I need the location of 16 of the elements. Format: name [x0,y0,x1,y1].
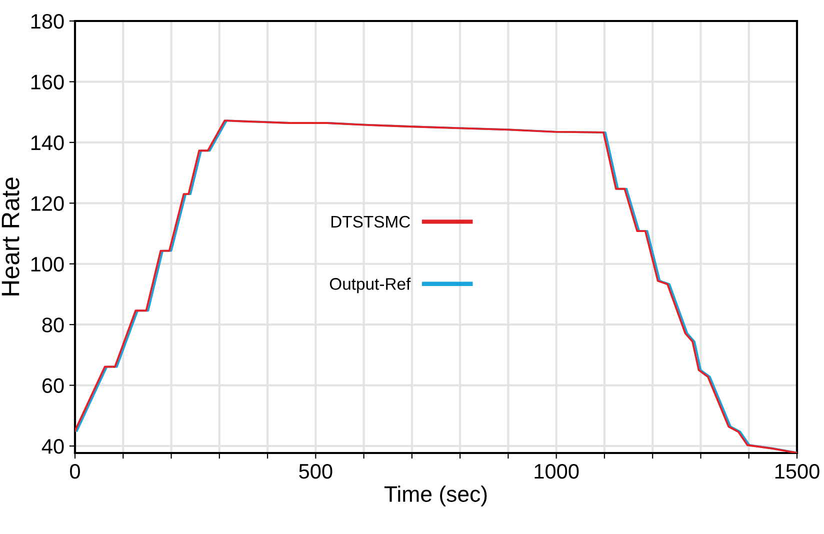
legend-label: DTSTSMC [331,216,410,228]
x-tick-label: 0 [70,464,80,479]
y-tick-label: 180 [31,14,64,29]
y-tick-label: 160 [31,74,64,90]
y-axis-title: Heart Rate [2,178,20,296]
y-tick-label: 80 [42,318,64,332]
x-tick-label: 500 [299,464,332,479]
x-tick-label: 1500 [775,464,820,479]
y-tick-label: 100 [31,256,64,272]
x-tick-label: 1000 [534,464,579,479]
y-tick-label: 60 [42,378,64,394]
x-axis-title: Time (sec) [384,486,487,506]
y-tick-label: 120 [31,196,64,211]
y-tick-label: 40 [42,439,64,454]
y-tick-label: 140 [31,135,64,150]
legend-label: Output-Ref [330,278,411,294]
